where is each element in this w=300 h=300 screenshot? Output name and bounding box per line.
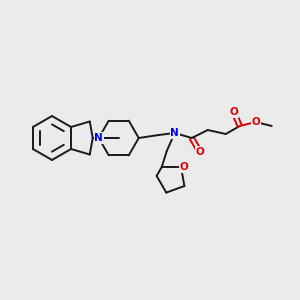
Text: O: O	[251, 117, 260, 127]
Text: N: N	[170, 128, 179, 138]
Text: O: O	[195, 147, 204, 157]
Text: O: O	[230, 107, 238, 117]
Text: O: O	[180, 162, 188, 172]
Text: N: N	[94, 133, 103, 143]
